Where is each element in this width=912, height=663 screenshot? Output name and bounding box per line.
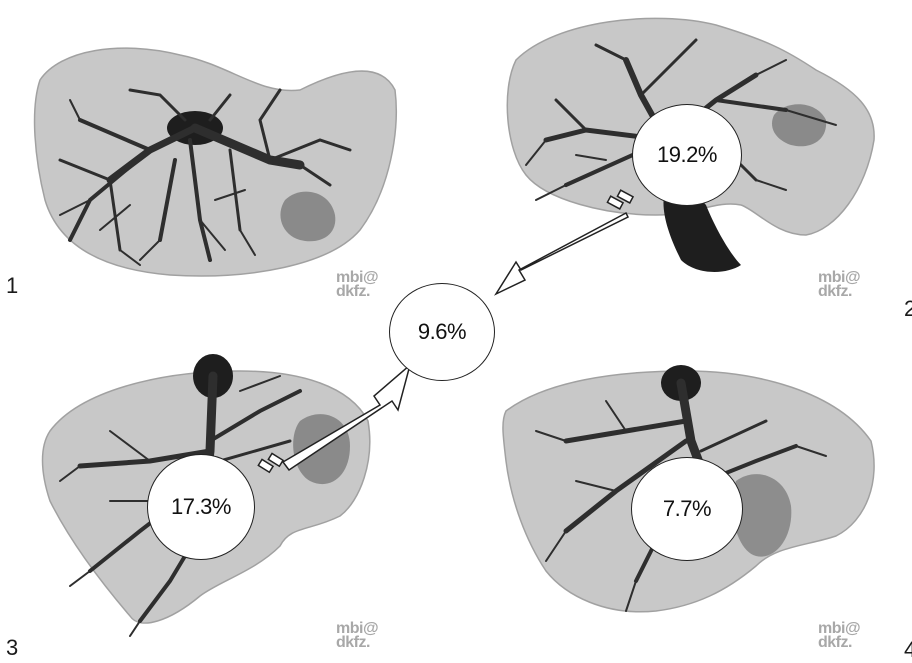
percentage-bubble-center: 9.6% — [389, 283, 495, 381]
panel-number: 3 — [6, 635, 19, 660]
watermark-line-1: mbi@ — [818, 269, 861, 286]
watermark-logo: mbi@ dkfz. — [336, 620, 379, 651]
watermark-line-1: mbi@ — [336, 620, 379, 637]
watermark-line-1: mbi@ — [336, 269, 379, 286]
watermark-line-2: dkfz. — [818, 283, 852, 300]
percentage-bubble-panel-4: 7.7% — [631, 457, 743, 561]
watermark-line-2: dkfz. — [336, 283, 370, 300]
liver-rendering-icon — [33, 47, 397, 277]
percentage-bubble-panel-3: 17.3% — [147, 454, 255, 560]
watermark-logo: mbi@ dkfz. — [818, 269, 861, 300]
percentage-bubble-panel-2: 19.2% — [632, 104, 742, 206]
watermark-line-2: dkfz. — [818, 634, 852, 651]
watermark-line-1: mbi@ — [818, 620, 861, 637]
panel-number: 1 — [6, 273, 19, 298]
tumor-lesion — [771, 104, 827, 147]
panel-number: 2 — [904, 296, 912, 321]
tumor-lesion — [732, 474, 792, 557]
panel-1-liver-rendering: 1 mbi@ dkfz. — [0, 0, 456, 331]
portal-vein-tree-icon — [58, 88, 352, 266]
watermark-logo: mbi@ dkfz. — [336, 269, 379, 300]
tumor-lesion — [280, 191, 336, 242]
vena-cava — [663, 192, 741, 272]
watermark-logo: mbi@ dkfz. — [818, 620, 861, 651]
panel-number: 4 — [904, 637, 912, 662]
watermark-line-2: dkfz. — [336, 634, 370, 651]
liver-silhouette — [33, 47, 397, 277]
